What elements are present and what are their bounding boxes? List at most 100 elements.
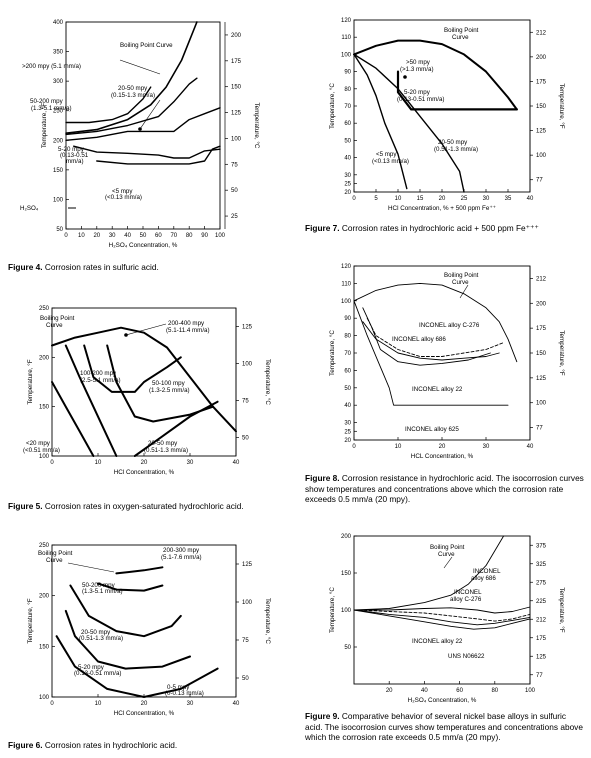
fig6-y-tick-label: 250 xyxy=(39,543,50,549)
fig7-series-curve-1 xyxy=(353,53,408,190)
fig4-y-tick-label: 350 xyxy=(53,50,64,56)
figure-7-caption-text: Corrosion rates in hydrochloric acid + 5… xyxy=(339,223,539,233)
fig4-y-tick-label: 150 xyxy=(53,168,64,174)
fig7-y-tick-label: 20 xyxy=(344,190,351,196)
fig4-series-curve-2 xyxy=(65,77,198,136)
fig7-y-tick-label: 120 xyxy=(341,18,352,24)
fig7-right-tick-label: 200 xyxy=(536,55,547,61)
fig6-x-tick-label: 20 xyxy=(141,701,148,707)
fig5-right-tick-label: 125 xyxy=(242,325,253,331)
fig9-y-tick-label: 150 xyxy=(341,571,352,577)
fig8-y-tick-label: 25 xyxy=(344,429,351,435)
fig7-y-tick-label: 90 xyxy=(344,70,351,76)
figure-5-caption: Figure 5. Corrosion rates in oxygen-satu… xyxy=(8,501,293,512)
fig8-right-tick-label: 175 xyxy=(536,326,547,332)
fig7-region-label: Boiling Point xyxy=(444,27,479,34)
fig9-series-inconel-alloy-22 xyxy=(353,609,531,626)
fig4-right-tick-label: 150 xyxy=(231,85,242,91)
figure-4-caption-text: Corrosion rates in sulfuric acid. xyxy=(42,262,159,272)
fig8-right-tick-label: 100 xyxy=(536,401,547,407)
fig9-x-tick-label: 20 xyxy=(386,688,393,694)
fig8-right-tick-label: 200 xyxy=(536,301,547,307)
fig5-x-tick-label: 0 xyxy=(50,460,54,466)
figure-8-caption-text: Corrosion resistance in hydrochloric aci… xyxy=(305,473,584,504)
fig6-region-label: (5.1-7.6 mm/a) xyxy=(161,554,202,561)
figure-9-caption: Figure 9. Comparative behavior of severa… xyxy=(305,711,585,743)
fig7-y-tick-label: 110 xyxy=(341,35,351,41)
fig8-region-label: INCONEL alloy 686 xyxy=(392,336,446,343)
figure-6-chart: 0 10 20 30 40 100 150 200 250 50 75 100 125 HCl Conce… xyxy=(26,543,272,717)
fig5-region-label: 20-50 mpy xyxy=(148,440,178,447)
fig5-right-tick-label: 75 xyxy=(242,399,249,405)
fig7-x-tick-label: 10 xyxy=(395,196,402,202)
fig6-series-boiling-point-curve xyxy=(115,566,164,575)
fig7-region-label: 20-50 mpy xyxy=(438,139,468,146)
fig7-series-boiling-point-curve xyxy=(353,39,518,111)
fig5-x-tick-label: 10 xyxy=(95,460,102,466)
fig5-series-curve-5 xyxy=(133,400,219,457)
fig8-y-tick-label: 70 xyxy=(344,351,351,357)
figure-8-caption: Figure 8. Corrosion resistance in hydroc… xyxy=(305,473,585,505)
fig4-region-label: 50-200 mpy xyxy=(30,98,64,105)
fig7-region-label: 5-20 mpy xyxy=(404,89,431,96)
fig5-x-axis-label: HCl Concentration, % xyxy=(114,469,175,476)
fig7-y-tick-label: 50 xyxy=(344,138,351,144)
figure-8-chart: 0 10 20 30 40 20 25 30 40 50 60 70 80 90 100 110 120 77 10… xyxy=(328,264,566,460)
fig9-region-label: Curve xyxy=(438,551,455,558)
figure-4: 0 10 20 30 40 50 60 70 80 90 100 50 100 150 200 250 300 3… xyxy=(10,12,272,257)
fig8-y-axis-label-right: Temperature, °F xyxy=(558,330,566,375)
fig5-x-tick-label: 20 xyxy=(141,460,148,466)
fig9-series-inconel-alloy-686 xyxy=(353,606,531,614)
fig8-region-label: INCONEL alloy 625 xyxy=(405,426,459,433)
fig8-x-tick-label: 10 xyxy=(395,444,402,450)
fig6-region-label: 50-200 mpy xyxy=(82,582,116,589)
fig4-y-tick-label: 300 xyxy=(53,79,64,85)
fig5-series-boiling-point-curve xyxy=(51,326,237,433)
fig4-series-curve-3 xyxy=(65,107,221,141)
fig7-x-axis-label: HCl Concentration, % + 500 ppm Fe⁺⁺ xyxy=(388,205,496,212)
fig4-right-tick-label: 200 xyxy=(231,33,242,39)
fig9-y-tick-label: 200 xyxy=(341,534,352,540)
fig5-y-tick-label: 250 xyxy=(39,306,50,312)
fig5-region-label: (1.3-2.5 mm/a) xyxy=(149,387,190,394)
fig8-y-tick-label: 30 xyxy=(344,421,351,427)
fig6-series-curve-2 xyxy=(69,584,182,638)
fig4-right-tick-label: 50 xyxy=(231,188,238,194)
fig8-x-tick-label: 0 xyxy=(352,444,356,450)
fig4-right-tick-label: 125 xyxy=(231,111,242,117)
fig8-x-tick-label: 20 xyxy=(439,444,446,450)
fig7-right-tick-label: 125 xyxy=(536,129,547,135)
fig9-region-label: Boiling Point xyxy=(430,544,465,551)
fig8-y-tick-label: 80 xyxy=(344,334,351,340)
fig6-right-tick-label: 125 xyxy=(242,562,253,568)
fig4-series-curve-4 xyxy=(73,145,221,159)
fig5-series-curve-4 xyxy=(51,381,95,457)
fig6-region-label: 5-20 mpy xyxy=(78,664,105,671)
fig9-right-tick-label: 212 xyxy=(536,617,547,623)
fig4-x-axis-label: H₂SO₄ Concentration, % xyxy=(109,242,178,249)
fig4-right-tick-label: 75 xyxy=(231,162,238,168)
fig8-right-tick-label: 125 xyxy=(536,376,547,382)
fig6-region-label: 200-300 mpy xyxy=(163,547,200,554)
figure-4-caption: Figure 4. Corrosion rates in sulfuric ac… xyxy=(8,262,283,273)
fig8-region-label: INCONEL alloy C-276 xyxy=(419,322,480,329)
fig8-y-tick-label: 50 xyxy=(344,386,351,392)
fig8-series-inconel-alloy-625 xyxy=(353,300,509,406)
fig7-y-tick-label: 30 xyxy=(344,173,351,179)
fig4-pointer-line xyxy=(139,99,161,130)
fig5-right-tick-label: 100 xyxy=(242,362,253,368)
fig5-region-label: (<0.51 mm/a) xyxy=(23,447,60,454)
fig6-pointer-line xyxy=(67,562,115,573)
fig9-series-boiling-point-curve xyxy=(353,535,505,611)
fig4-region-label: (0.15-1.3 mm/a) xyxy=(111,92,155,99)
fig9-x-tick-label: 80 xyxy=(491,688,498,694)
fig8-region-label: Curve xyxy=(452,279,469,286)
fig9-right-tick-label: 375 xyxy=(536,543,547,549)
fig4-x-tick-label: 20 xyxy=(93,233,100,239)
fig4-region-label: (<0.13 mm/a) xyxy=(105,194,142,201)
fig4-region-label: >200 mpy (5.1 mm/a) xyxy=(22,63,81,70)
fig8-region-label: INCONEL alloy 22 xyxy=(412,386,463,393)
fig7-y-axis-label-right: Temperature, °F xyxy=(558,83,566,128)
fig6-y-axis-label-right: Temperature, °C xyxy=(264,598,272,644)
fig6-x-tick-label: 40 xyxy=(233,701,240,707)
